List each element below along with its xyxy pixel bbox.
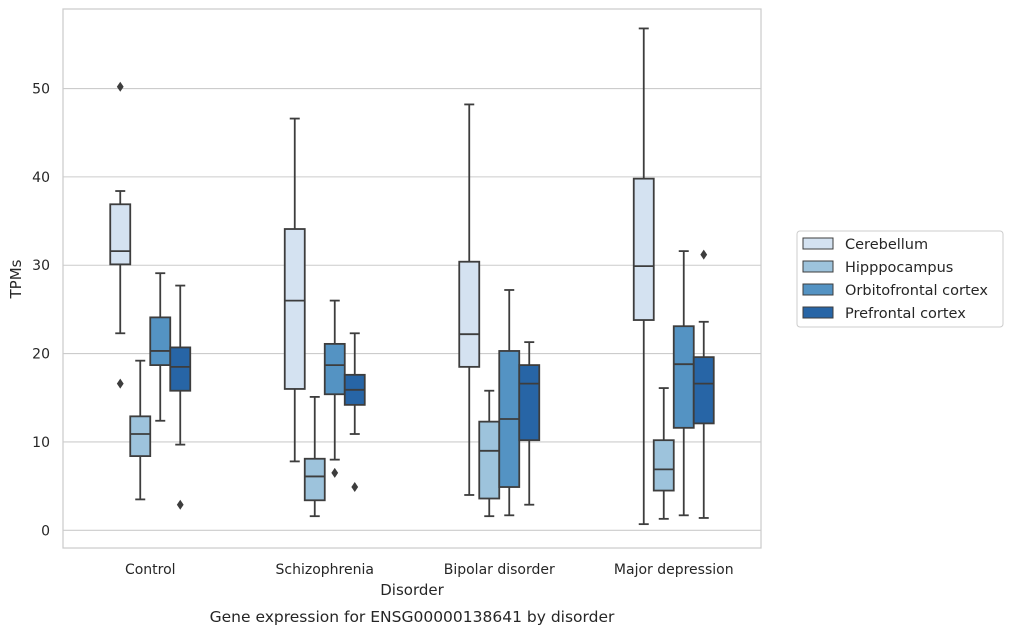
legend-frame (796, 230, 1004, 328)
box (458, 260, 481, 368)
box (652, 439, 675, 492)
y-tick-label: 30 (32, 258, 50, 274)
outlier-point (116, 378, 124, 389)
box (323, 342, 346, 396)
box-group (478, 389, 501, 518)
box (109, 203, 132, 266)
y-axis-ticks: 0 10 20 30 40 50 (32, 82, 50, 540)
box (518, 364, 541, 442)
legend-label: Hipppocampus (845, 260, 953, 276)
box-group (109, 81, 132, 389)
box (149, 316, 172, 366)
outlier-point (331, 467, 339, 478)
x-tick-label: Major depression (614, 562, 734, 578)
box-group (149, 272, 172, 422)
box (692, 356, 715, 425)
box (672, 325, 695, 429)
x-axis-ticks: Control Schizophrenia Bipolar disorder Majo… (125, 562, 734, 578)
box-group (632, 27, 655, 526)
y-tick-label: 0 (41, 523, 50, 539)
box (129, 415, 152, 458)
box-group (283, 117, 306, 463)
y-tick-label: 40 (32, 170, 50, 186)
y-tick-label: 10 (32, 435, 50, 451)
legend-swatch (802, 237, 834, 250)
chart-caption: Gene expression for ENSG00000138641 by d… (210, 608, 615, 626)
legend-swatch (802, 283, 834, 296)
plot-frame (62, 8, 762, 549)
legend-swatch (802, 306, 834, 319)
box-group (672, 250, 695, 517)
box-group (458, 103, 481, 496)
box (632, 177, 655, 321)
plot-area (109, 27, 715, 526)
box (169, 346, 192, 392)
outlier-point (176, 499, 184, 510)
box-group (323, 299, 346, 478)
legend-label: Cerebellum (845, 237, 928, 253)
box-group (343, 332, 366, 493)
box-group (518, 341, 541, 506)
box-group (129, 359, 152, 501)
box (303, 457, 326, 502)
legend-swatch (802, 260, 834, 273)
outlier-point (700, 249, 708, 260)
legend-label: Orbitofrontal cortex (845, 283, 988, 299)
box-group (169, 284, 192, 510)
legend-label: Prefrontal cortex (845, 306, 966, 322)
legend: Cerebellum Hipppocampus Orbitofrontal cort… (796, 230, 1004, 328)
y-tick-label: 50 (32, 82, 50, 98)
box-group (498, 289, 521, 517)
outlier-point (351, 482, 359, 493)
y-tick-label: 20 (32, 347, 50, 363)
x-tick-label: Bipolar disorder (444, 562, 555, 578)
x-axis-label: Disorder (380, 581, 444, 599)
box-group (692, 249, 715, 519)
x-tick-label: Schizophrenia (276, 562, 374, 578)
box (478, 420, 501, 500)
x-tick-label: Control (125, 562, 176, 578)
y-axis-label: TPMs (7, 259, 25, 299)
box (283, 228, 306, 390)
box-group (303, 396, 326, 518)
box-group (652, 387, 675, 520)
outlier-point (116, 81, 124, 92)
